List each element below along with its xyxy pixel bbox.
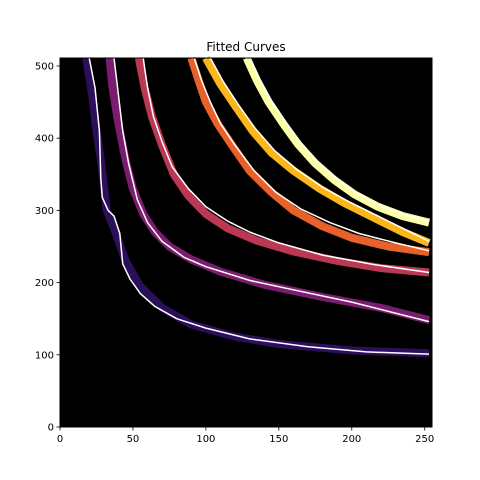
band-4 xyxy=(187,56,430,257)
x-tick-label: 100 xyxy=(196,434,215,445)
y-tick-label: 300 xyxy=(35,206,54,217)
y-tick-label: 100 xyxy=(35,350,54,361)
fit-layer xyxy=(88,57,430,355)
x-tick-label: 150 xyxy=(269,434,288,445)
x-axis: 0 50 100 150 200 250 xyxy=(57,427,434,445)
band-5 xyxy=(202,56,431,247)
band-6 xyxy=(243,56,431,227)
x-tick-label: 200 xyxy=(342,434,361,445)
fit-line-6 xyxy=(248,57,430,222)
y-tick-label: 200 xyxy=(35,278,54,289)
chart-title: Fitted Curves xyxy=(206,40,285,54)
x-tick-label: 0 xyxy=(57,434,63,445)
x-tick-label: 50 xyxy=(127,434,140,445)
plot-frame xyxy=(59,57,433,428)
x-tick-label: 250 xyxy=(415,434,434,445)
fit-line-1 xyxy=(88,57,430,355)
y-tick-label: 400 xyxy=(35,134,54,145)
fit-line-5 xyxy=(209,57,430,243)
band-3 xyxy=(134,57,430,277)
y-tick-label: 500 xyxy=(35,61,54,72)
fit-line-2 xyxy=(113,57,430,323)
band-2 xyxy=(105,57,431,324)
fit-line-3 xyxy=(142,57,430,274)
y-tick-label: 0 xyxy=(48,423,54,434)
fit-line-4 xyxy=(193,57,430,252)
y-axis: 0 100 200 300 400 500 xyxy=(35,61,60,434)
